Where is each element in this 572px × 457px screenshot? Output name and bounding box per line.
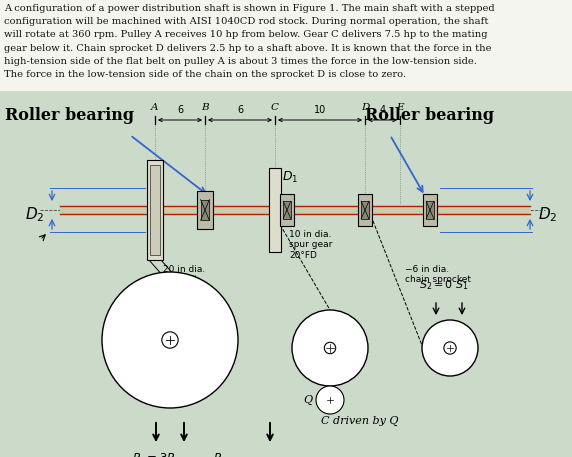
Circle shape: [316, 386, 344, 414]
Text: gear below it. Chain sprocket D delivers 2.5 hp to a shaft above. It is known th: gear below it. Chain sprocket D delivers…: [4, 43, 491, 53]
Bar: [269, 168, 281, 252]
Text: C: C: [271, 103, 279, 112]
Text: $S_2=0$: $S_2=0$: [419, 278, 453, 292]
Text: C driven by Q: C driven by Q: [321, 416, 399, 426]
Circle shape: [102, 272, 238, 408]
Bar: [150, 165, 160, 255]
Text: $D_2$: $D_2$: [538, 206, 558, 224]
Text: $S_1$: $S_1$: [455, 278, 468, 292]
Text: E: E: [396, 103, 404, 112]
Text: $P_2$: $P_2$: [213, 452, 227, 457]
Text: The force in the low-tension side of the chain on the sprocket D is close to zer: The force in the low-tension side of the…: [4, 70, 406, 79]
Circle shape: [422, 320, 478, 376]
Circle shape: [162, 332, 178, 348]
Circle shape: [292, 310, 368, 386]
Text: $D_2$: $D_2$: [25, 206, 45, 224]
Bar: [283, 201, 291, 219]
Bar: [423, 194, 437, 226]
Bar: [280, 194, 294, 226]
Bar: [147, 160, 163, 260]
Text: Q: Q: [303, 395, 312, 405]
Circle shape: [324, 342, 336, 354]
Bar: [361, 201, 369, 219]
Circle shape: [444, 342, 456, 354]
Text: 10 in dia.
spur gear
20°FD: 10 in dia. spur gear 20°FD: [289, 230, 332, 260]
Text: D: D: [361, 103, 369, 112]
Text: B: B: [201, 103, 209, 112]
Text: will rotate at 360 rpm. Pulley A receives 10 hp from below. Gear C delivers 7.5 : will rotate at 360 rpm. Pulley A receive…: [4, 31, 487, 39]
Text: configuration will be machined with AISI 1040CD rod stock. During normal operati: configuration will be machined with AISI…: [4, 17, 488, 26]
Text: $P_1=3P_2$: $P_1=3P_2$: [132, 452, 180, 457]
Text: A configuration of a power distribution shaft is shown in Figure 1. The main sha: A configuration of a power distribution …: [4, 4, 495, 13]
Text: D: D: [450, 349, 458, 357]
Bar: [60, 206, 530, 214]
Text: Roller bearing: Roller bearing: [365, 107, 494, 124]
Text: 6: 6: [237, 105, 243, 115]
Bar: [0, 91, 572, 457]
Text: C: C: [331, 351, 339, 361]
Text: 4: 4: [379, 105, 386, 115]
Text: 6: 6: [177, 105, 183, 115]
Text: −6 in dia.
chain sprocket: −6 in dia. chain sprocket: [405, 265, 471, 284]
Text: A: A: [151, 103, 159, 112]
Bar: [201, 200, 209, 220]
Text: high-tension side of the flat belt on pulley A is about 3 times the force in the: high-tension side of the flat belt on pu…: [4, 57, 477, 66]
Bar: [358, 194, 372, 226]
Text: Roller bearing: Roller bearing: [5, 107, 134, 124]
Text: A: A: [184, 354, 193, 367]
Bar: [197, 191, 213, 229]
Text: 10: 10: [314, 105, 326, 115]
Text: 20 in dia.
flat-belt
pulley: 20 in dia. flat-belt pulley: [163, 265, 205, 295]
Bar: [426, 201, 434, 219]
Text: $D_1$: $D_1$: [282, 170, 299, 185]
